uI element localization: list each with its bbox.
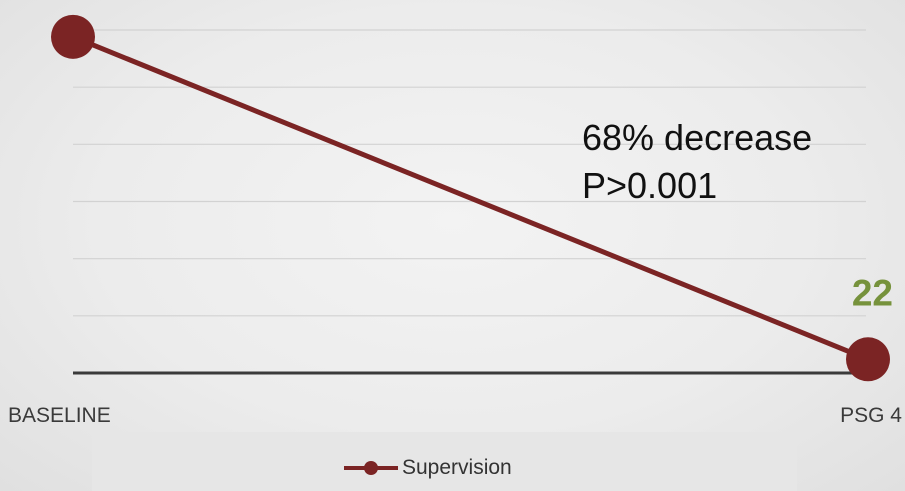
x-tick-label: BASELINE (8, 404, 111, 427)
annotation-p-value: P>0.001 (582, 165, 718, 206)
data-points (51, 14, 890, 382)
legend-label: Supervision (402, 456, 512, 479)
data-labels: 6922 (852, 272, 893, 313)
x-tick-label: PSG 4 (840, 404, 902, 427)
data-point (51, 14, 95, 59)
series-line-supervision (72, 34, 869, 362)
data-label: 22 (852, 272, 893, 313)
data-point (846, 337, 890, 382)
line-chart: 6922 BASELINE PSG 4 (8, 14, 902, 427)
legend-swatch-icon (344, 461, 398, 475)
annotation: 68% decrease P>0.001 (582, 114, 812, 210)
x-tick-labels: BASELINE PSG 4 (8, 404, 902, 427)
legend-item-supervision: Supervision (342, 454, 512, 482)
gridlines (73, 29, 866, 317)
legend: Supervision (92, 432, 797, 491)
annotation-decrease: 68% decrease (582, 117, 813, 158)
